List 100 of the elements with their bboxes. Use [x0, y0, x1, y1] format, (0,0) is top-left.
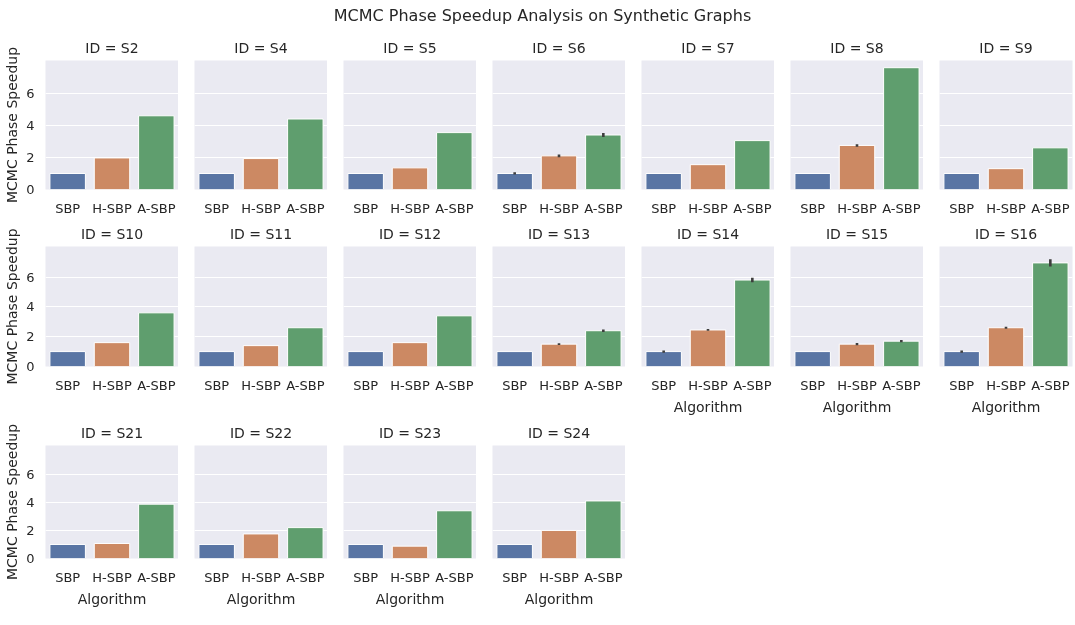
x-tick-label: H-SBP: [986, 377, 1026, 393]
x-tick-label: A-SBP: [286, 200, 325, 216]
x-tick-label: H-SBP: [390, 200, 430, 216]
x-axis-title: Algorithm: [226, 590, 296, 607]
x-tick-label: H-SBP: [92, 569, 132, 585]
x-axis-title: Algorithm: [375, 590, 445, 607]
y-axis-title: MCMC Phase Speedup: [4, 228, 21, 385]
chart-title: ID = S16: [974, 225, 1038, 242]
x-tick-label: H-SBP: [241, 377, 281, 393]
x-tick-label: SBP: [651, 377, 677, 393]
x-tick-label: SBP: [502, 569, 528, 585]
x-tick-label: SBP: [353, 377, 379, 393]
y-tick-label: 2: [26, 329, 35, 345]
x-tick-label: A-SBP: [733, 377, 772, 393]
x-tick-label: SBP: [800, 200, 826, 216]
x-tick-label: A-SBP: [435, 569, 474, 585]
x-tick-label: SBP: [55, 200, 81, 216]
x-tick-label: H-SBP: [986, 200, 1026, 216]
x-tick-label: H-SBP: [390, 569, 430, 585]
x-tick-label: SBP: [204, 200, 230, 216]
y-tick-label: 4: [26, 117, 35, 133]
y-axis-title: MCMC Phase Speedup: [4, 46, 21, 204]
bar: [93, 342, 131, 367]
x-tick-label: A-SBP: [137, 377, 176, 393]
x-axis-title: Algorithm: [524, 590, 594, 607]
chart-title: ID = S22: [229, 424, 293, 441]
x-axis-title: Algorithm: [971, 398, 1041, 415]
chart-title: ID = S10: [80, 225, 144, 242]
x-tick-label: SBP: [204, 377, 230, 393]
chart-title: ID = S6: [532, 39, 586, 56]
bar: [49, 351, 86, 367]
x-tick-label: H-SBP: [241, 569, 281, 585]
x-tick-label: SBP: [204, 569, 230, 585]
x-tick-label: A-SBP: [733, 200, 772, 216]
x-axis-title: Algorithm: [77, 590, 147, 607]
chart-title: ID = S23: [378, 424, 442, 441]
chart-title: ID = S7: [681, 39, 735, 56]
x-tick-label: SBP: [55, 569, 81, 585]
x-tick-label: SBP: [949, 200, 975, 216]
x-tick-label: A-SBP: [286, 569, 325, 585]
x-axis-title: Algorithm: [822, 398, 892, 415]
y-tick-label: 6: [26, 466, 35, 482]
x-tick-label: H-SBP: [390, 377, 430, 393]
x-tick-label: A-SBP: [584, 377, 623, 393]
x-tick-label: A-SBP: [1031, 377, 1070, 393]
y-tick-label: 6: [26, 85, 35, 101]
chart-title: ID = S2: [85, 39, 139, 56]
x-tick-label: A-SBP: [584, 200, 623, 216]
x-tick-label: SBP: [353, 200, 379, 216]
x-tick-label: H-SBP: [241, 200, 281, 216]
x-tick-label: SBP: [502, 377, 528, 393]
bar: [49, 543, 86, 559]
chart-title: ID = S24: [527, 424, 591, 441]
x-tick-label: SBP: [651, 200, 677, 216]
x-tick-label: A-SBP: [584, 569, 623, 585]
chart-title: ID = S12: [378, 225, 442, 242]
x-tick-label: A-SBP: [137, 569, 176, 585]
x-tick-label: A-SBP: [882, 377, 921, 393]
x-tick-label: SBP: [949, 377, 975, 393]
x-tick-label: SBP: [55, 377, 81, 393]
x-tick-label: A-SBP: [137, 200, 176, 216]
y-tick-label: 0: [26, 551, 35, 566]
y-tick-label: 4: [26, 494, 35, 510]
x-tick-label: H-SBP: [539, 377, 579, 393]
x-tick-label: H-SBP: [837, 377, 877, 393]
x-tick-label: H-SBP: [92, 200, 132, 216]
x-tick-label: H-SBP: [837, 200, 877, 216]
y-tick-label: 2: [26, 522, 35, 538]
x-tick-label: A-SBP: [435, 200, 474, 216]
y-tick-label: 6: [26, 269, 35, 285]
chart-title: ID = S5: [383, 39, 437, 56]
x-tick-label: A-SBP: [882, 200, 921, 216]
bar: [49, 172, 86, 190]
x-axis-title: Algorithm: [673, 398, 743, 415]
y-tick-label: 4: [26, 299, 35, 315]
chart-title: ID = S4: [234, 39, 288, 56]
chart-title: ID = S21: [80, 424, 144, 441]
chart-title: ID = S14: [676, 225, 740, 242]
x-tick-label: SBP: [800, 377, 826, 393]
x-tick-label: A-SBP: [435, 377, 474, 393]
x-tick-label: H-SBP: [539, 200, 579, 216]
y-tick-label: 0: [26, 359, 35, 374]
x-tick-label: H-SBP: [688, 377, 728, 393]
x-tick-label: H-SBP: [539, 569, 579, 585]
x-tick-label: A-SBP: [286, 377, 325, 393]
x-tick-label: SBP: [353, 569, 379, 585]
x-tick-label: H-SBP: [688, 200, 728, 216]
text: MCMC Phase Speedup Analysis on Synthetic Graphs: [333, 5, 752, 27]
chart-title: ID = S11: [229, 225, 293, 242]
y-tick-label: 0: [26, 182, 35, 197]
chart-title: ID = S13: [527, 225, 591, 242]
x-tick-label: H-SBP: [92, 377, 132, 393]
y-tick-label: 2: [26, 149, 35, 165]
bar: [93, 542, 131, 559]
chart-title: ID = S9: [979, 39, 1033, 56]
y-axis-title: MCMC Phase Speedup: [4, 423, 21, 581]
chart-title: ID = S15: [825, 225, 889, 242]
chart-title: ID = S8: [830, 39, 884, 56]
x-tick-label: SBP: [502, 200, 528, 216]
x-tick-label: A-SBP: [1031, 200, 1070, 216]
